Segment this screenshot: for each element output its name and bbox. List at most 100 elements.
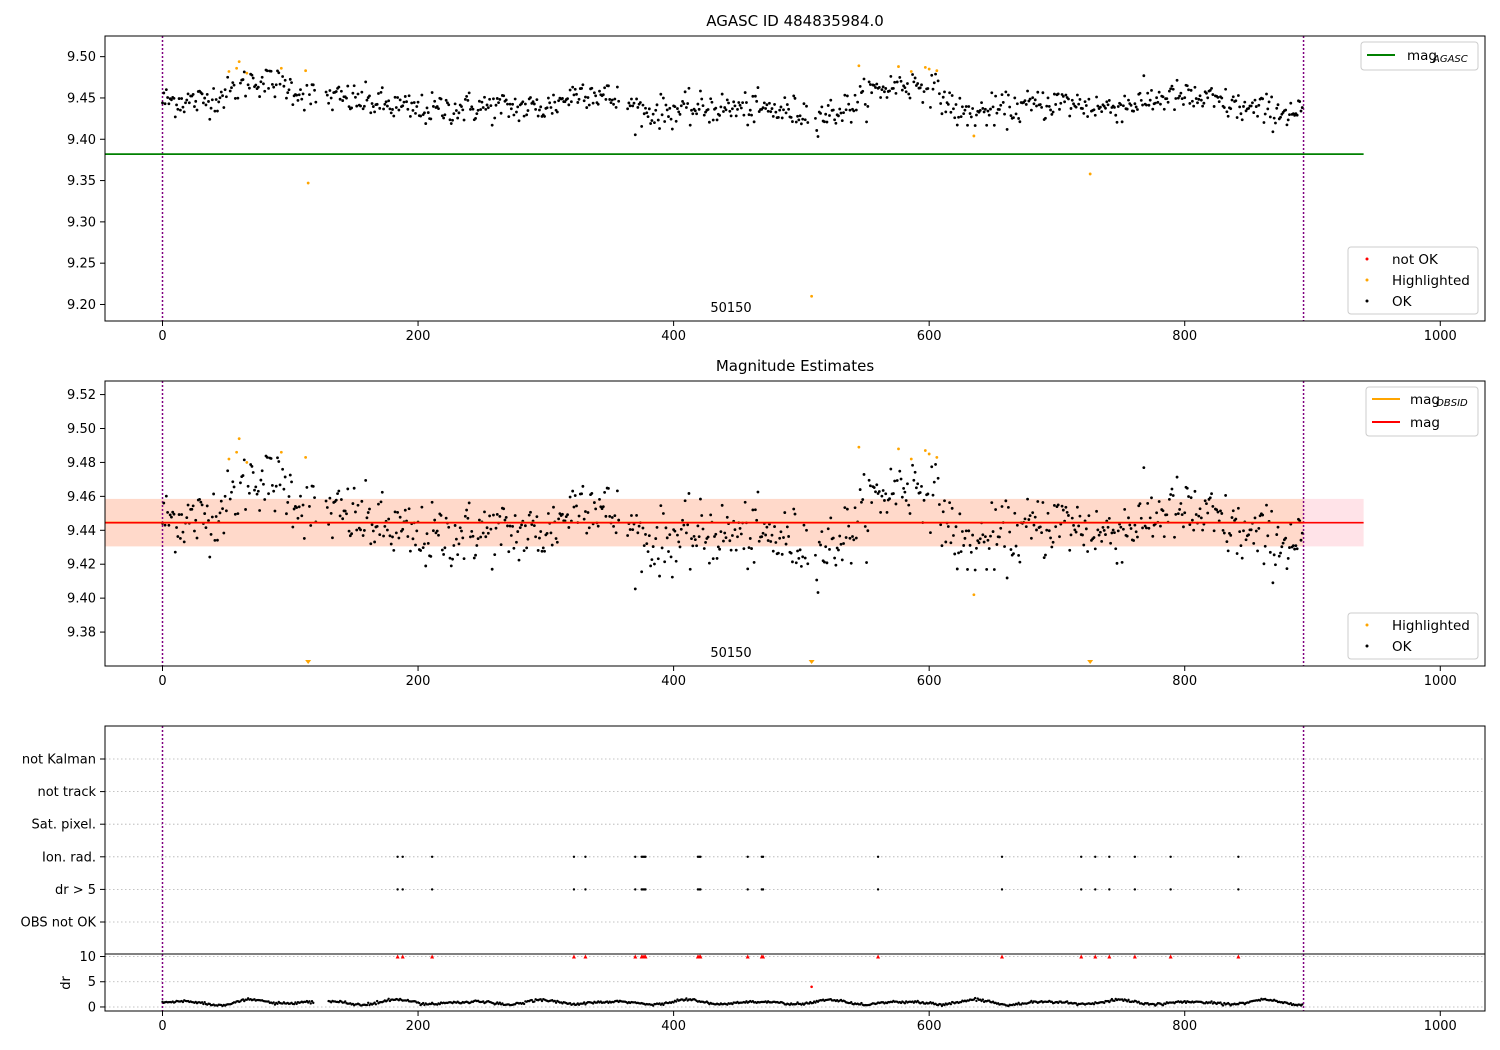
ok-point — [946, 525, 950, 528]
ok-point — [922, 90, 926, 94]
ok-point — [953, 116, 957, 120]
ok-point — [1063, 100, 1067, 104]
ok-point — [1050, 112, 1054, 116]
ok-point — [347, 529, 351, 533]
ok-point — [1050, 545, 1054, 549]
ok-point — [571, 489, 575, 493]
ok-point — [687, 86, 691, 90]
ok-point — [651, 545, 655, 548]
ok-point — [867, 478, 871, 482]
ok-point — [256, 85, 260, 89]
ok-point — [1093, 547, 1097, 551]
dr-point — [916, 999, 919, 1003]
ok-point — [1194, 513, 1198, 516]
dr-ylabel: dr — [59, 976, 74, 990]
ok-point — [378, 533, 382, 537]
ok-point — [734, 548, 738, 552]
ok-point — [329, 512, 333, 515]
ok-point — [180, 513, 184, 516]
ok-point — [834, 563, 838, 567]
ok-point — [1230, 98, 1234, 102]
ok-point — [392, 548, 396, 552]
flag-point — [1080, 855, 1083, 858]
ok-point — [613, 97, 617, 101]
flag-point — [699, 888, 702, 891]
ok-point — [1251, 101, 1254, 105]
ok-point — [968, 112, 972, 115]
ok-point — [686, 102, 690, 105]
ok-point — [953, 552, 957, 556]
ok-point — [743, 91, 747, 94]
ok-point — [286, 91, 290, 95]
ok-point — [1054, 525, 1058, 529]
dr-point — [1161, 1004, 1165, 1007]
ok-point — [973, 568, 977, 572]
ok-point — [472, 556, 476, 560]
ok-point — [541, 546, 545, 550]
ok-point — [1003, 112, 1006, 116]
ok-point — [632, 101, 636, 105]
ok-point — [204, 526, 208, 530]
ok-point — [913, 470, 917, 474]
dr-point — [582, 1001, 586, 1004]
ok-point — [646, 550, 650, 554]
ok-point — [1142, 466, 1146, 469]
ok-point — [907, 92, 911, 96]
highlighted-point — [927, 452, 931, 456]
ok-point — [982, 110, 986, 114]
ok-point — [1074, 105, 1078, 109]
ok-point — [224, 509, 228, 513]
ok-point — [351, 502, 355, 505]
dr-point — [662, 1003, 665, 1007]
ok-point — [1133, 523, 1137, 527]
ok-point — [1285, 567, 1289, 571]
ok-point — [1153, 101, 1157, 105]
ok-point — [379, 500, 383, 504]
ok-point — [398, 98, 402, 102]
flag-point — [1000, 855, 1004, 858]
ok-point — [582, 99, 586, 103]
y-tick-label: 9.48 — [67, 456, 96, 471]
ok-point — [1129, 527, 1133, 530]
dr-clipped-marker — [583, 954, 588, 959]
flag-row-label: not track — [37, 785, 96, 800]
ok-point — [603, 86, 607, 90]
ok-point — [594, 507, 598, 511]
ok-point — [773, 103, 776, 106]
ok-point — [1082, 543, 1086, 547]
ok-point — [498, 98, 502, 101]
ok-point — [1171, 494, 1175, 497]
ok-point — [653, 121, 656, 125]
ok-point — [470, 105, 474, 109]
dr-point — [374, 1003, 378, 1006]
ok-point — [1176, 512, 1180, 516]
ok-point — [679, 527, 683, 531]
ok-point — [985, 567, 989, 571]
ok-point — [1272, 116, 1276, 120]
ok-point — [707, 561, 711, 565]
dr-point — [1103, 1001, 1106, 1005]
dr-point — [1110, 997, 1114, 1001]
ok-point — [1107, 99, 1111, 102]
ok-point — [858, 84, 862, 88]
ok-point — [1300, 531, 1304, 535]
ok-point — [1045, 104, 1049, 108]
flag-point — [1133, 888, 1137, 891]
ok-point — [523, 102, 527, 106]
ok-point — [223, 494, 227, 498]
ok-point — [1277, 554, 1281, 558]
ok-point — [334, 90, 338, 93]
ok-point — [1261, 97, 1265, 101]
ok-point — [178, 108, 182, 112]
ok-point — [1075, 505, 1079, 509]
flag-point — [1169, 888, 1172, 891]
ok-point — [1234, 517, 1238, 521]
ok-point — [1222, 106, 1226, 109]
ok-point — [862, 77, 866, 81]
ok-point — [633, 587, 637, 591]
ok-point — [577, 514, 581, 518]
ok-point — [1242, 529, 1245, 533]
flags-panel-frame — [104, 725, 1486, 955]
ok-point — [1198, 507, 1202, 511]
ok-point — [926, 87, 930, 90]
